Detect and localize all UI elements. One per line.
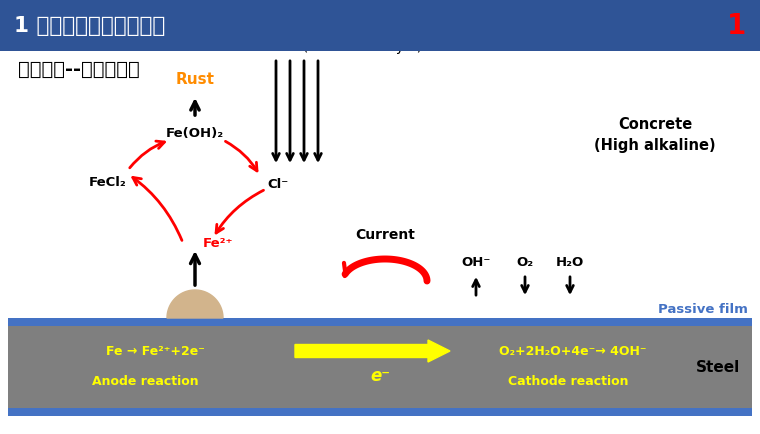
Text: Fe(OH)₂: Fe(OH)₂ — [166, 126, 224, 139]
Bar — [0, 0, 760, 52]
Text: 1 研究背景、目的和意义: 1 研究背景、目的和意义 — [14, 16, 165, 36]
Text: FeCl₂: FeCl₂ — [89, 176, 127, 189]
FancyArrow shape — [295, 340, 450, 362]
Text: Cathode reaction: Cathode reaction — [508, 375, 629, 388]
Text: Rust: Rust — [176, 72, 214, 87]
Text: Concrete
(High alkaline): Concrete (High alkaline) — [594, 117, 716, 153]
Text: e⁻: e⁻ — [371, 366, 391, 384]
Text: Cl⁻: Cl⁻ — [268, 40, 290, 54]
Bar — [8, 326, 752, 408]
Text: 1: 1 — [727, 12, 746, 40]
Text: Steel: Steel — [696, 360, 740, 375]
Text: Anode reaction: Anode reaction — [92, 375, 198, 388]
Text: 腔蚀机理--氯离子诱导: 腔蚀机理--氯离子诱导 — [18, 60, 140, 79]
Text: O₂: O₂ — [517, 255, 534, 268]
Text: Fe → Fe²⁺+2e⁻: Fe → Fe²⁺+2e⁻ — [106, 345, 204, 358]
Text: Passive film: Passive film — [658, 302, 748, 315]
Text: O₂+2H₂O+4e⁻→ 4OH⁻: O₂+2H₂O+4e⁻→ 4OH⁻ — [499, 345, 647, 358]
Text: OH⁻: OH⁻ — [461, 255, 491, 268]
Text: H₂O: H₂O — [556, 255, 584, 268]
Text: Fe²⁺: Fe²⁺ — [203, 237, 233, 250]
Polygon shape — [167, 290, 223, 318]
Bar — [8, 318, 752, 326]
Bar — [8, 408, 752, 416]
Text: (acts as catalyst): (acts as catalyst) — [294, 40, 422, 54]
Text: Current: Current — [355, 227, 415, 241]
Text: Cl⁻: Cl⁻ — [268, 178, 289, 191]
